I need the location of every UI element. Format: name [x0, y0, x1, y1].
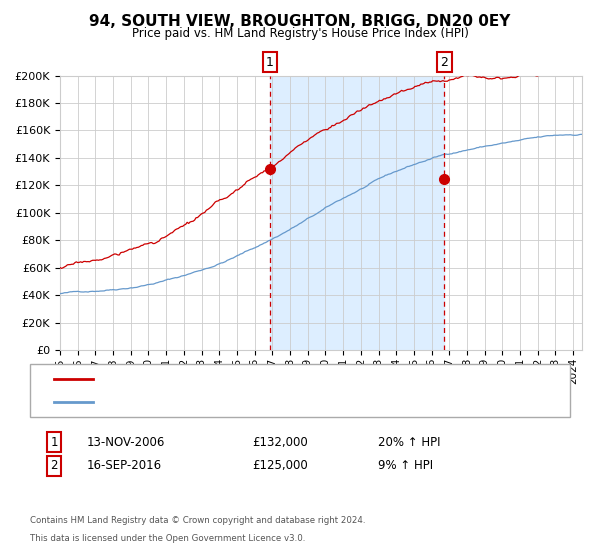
Text: 2: 2 [440, 56, 448, 69]
Text: Contains HM Land Registry data © Crown copyright and database right 2024.: Contains HM Land Registry data © Crown c… [30, 516, 365, 525]
Text: 20% ↑ HPI: 20% ↑ HPI [378, 436, 440, 449]
Text: 16-SEP-2016: 16-SEP-2016 [87, 459, 162, 473]
Text: 1: 1 [266, 56, 274, 69]
Text: 2: 2 [50, 459, 58, 473]
Text: 1: 1 [50, 436, 58, 449]
Text: 94, SOUTH VIEW, BROUGHTON, BRIGG, DN20 0EY (semi-detached house): 94, SOUTH VIEW, BROUGHTON, BRIGG, DN20 0… [102, 374, 485, 384]
Text: 94, SOUTH VIEW, BROUGHTON, BRIGG, DN20 0EY: 94, SOUTH VIEW, BROUGHTON, BRIGG, DN20 0… [89, 14, 511, 29]
Text: £132,000: £132,000 [252, 436, 308, 449]
Text: Price paid vs. HM Land Registry's House Price Index (HPI): Price paid vs. HM Land Registry's House … [131, 27, 469, 40]
Text: HPI: Average price, semi-detached house, North Lincolnshire: HPI: Average price, semi-detached house,… [102, 397, 419, 407]
Text: 13-NOV-2006: 13-NOV-2006 [87, 436, 166, 449]
Text: £125,000: £125,000 [252, 459, 308, 473]
Text: 9% ↑ HPI: 9% ↑ HPI [378, 459, 433, 473]
Bar [270, 76, 444, 350]
Text: This data is licensed under the Open Government Licence v3.0.: This data is licensed under the Open Gov… [30, 534, 305, 543]
